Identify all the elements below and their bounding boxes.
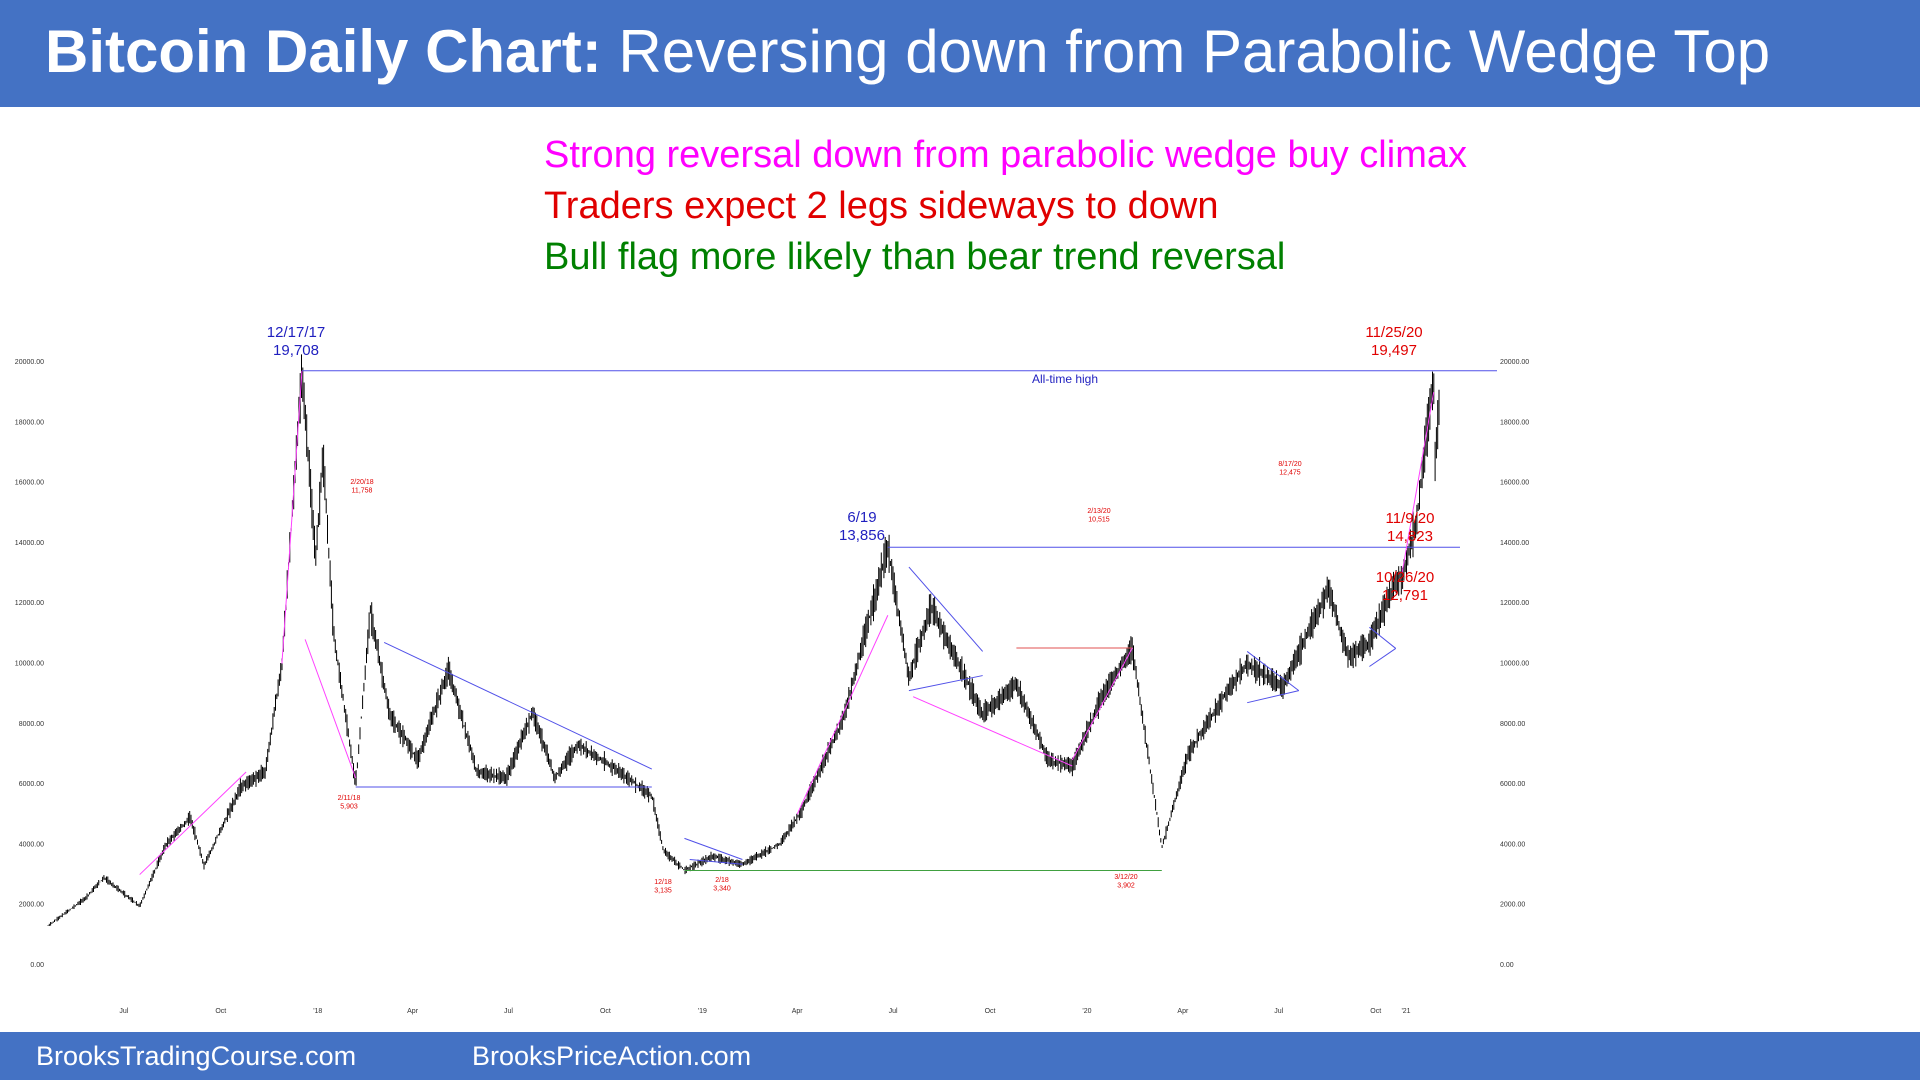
annotation-label: 2/11/18 (338, 795, 361, 802)
annotation-label: 8/17/20 (1278, 461, 1301, 468)
x-tick-label: Jul (119, 1008, 128, 1015)
y-tick-label-right: 18000.00 (1500, 419, 1529, 426)
annotation-value: 10,515 (1088, 516, 1110, 523)
magenta-spike-line (281, 370, 303, 664)
magenta-rally-2020 (1071, 647, 1133, 761)
y-tick-label-right: 6000.00 (1500, 781, 1525, 788)
note-line-2: Traders expect 2 legs sideways to down (544, 185, 1219, 227)
x-tick-label: '18 (313, 1008, 322, 1015)
y-tick-label-right: 16000.00 (1500, 480, 1529, 487)
footer-link-brooks-trading-course[interactable]: BrooksTradingCourse.com (36, 1041, 357, 1071)
y-tick-label-left: 20000.00 (15, 359, 44, 366)
x-tick-label: '19 (698, 1008, 707, 1015)
y-tick-label-left: 12000.00 (15, 600, 44, 607)
title-banner: Bitcoin Daily Chart: Reversing down from… (0, 0, 1920, 107)
y-tick-label-left: 14000.00 (15, 540, 44, 547)
magenta-wedge-2020 (1401, 392, 1435, 574)
flag-lower-2020 (1247, 690, 1299, 704)
title-rest: Reversing down from Parabolic Wedge Top (618, 18, 1771, 85)
annotation-label: 2/18 (715, 877, 729, 884)
x-tick-label: Apr (792, 1008, 804, 1015)
bear-trendline-2018 (383, 641, 653, 770)
y-tick-label-right: 12000.00 (1500, 600, 1529, 607)
annotation-label: 6/19 (847, 509, 876, 526)
x-tick-label: Oct (600, 1008, 611, 1015)
annotation-value: 13,856 (839, 527, 885, 544)
x-tick-label: Jul (504, 1008, 513, 1015)
annotation-label: 12/17/17 (267, 324, 325, 341)
magenta-line-2017 (139, 771, 247, 875)
x-tick-label: Jul (889, 1008, 898, 1015)
flag-upper-sep2020 (1369, 626, 1397, 649)
annotation-value: 3,135 (654, 887, 672, 894)
x-tick-label: Oct (215, 1008, 226, 1015)
magenta-drop-line (304, 639, 357, 779)
note-line-1: Strong reversal down from parabolic wedg… (544, 134, 1467, 176)
x-tick-label: Jul (1274, 1008, 1283, 1015)
slide-title: Bitcoin Daily Chart: Reversing down from… (45, 16, 1770, 88)
title-bold: Bitcoin Daily Chart: (45, 18, 602, 85)
y-tick-label-left: 18000.00 (15, 419, 44, 426)
y-tick-label-left: 8000.00 (19, 721, 44, 728)
all-time-high-label: All-time high (1032, 372, 1098, 386)
footer-link-brooks-price-action[interactable]: BrooksPriceAction.com (472, 1041, 752, 1071)
annotation-label: 2/13/20 (1087, 508, 1110, 515)
annotation-value: 3,340 (713, 885, 731, 892)
y-tick-label-left: 10000.00 (15, 661, 44, 668)
magenta-rally-2019 (796, 615, 889, 815)
x-tick-label: Oct (1370, 1008, 1381, 1015)
annotation-value: 19,497 (1371, 342, 1417, 359)
y-tick-label-right: 0.00 (1500, 962, 1514, 969)
annotation-value: 12,791 (1382, 587, 1428, 604)
x-tick-label: '21 (1401, 1008, 1410, 1015)
y-tick-label-right: 20000.00 (1500, 359, 1529, 366)
note-line-3: Bull flag more likely than bear trend re… (544, 236, 1286, 278)
magenta-channel-2019 (912, 696, 1073, 767)
y-tick-label-left: 16000.00 (15, 480, 44, 487)
annotation-value: 12,475 (1279, 469, 1301, 476)
annotation-label: 11/25/20 (1365, 324, 1422, 341)
annotation-label: 3/12/20 (1114, 874, 1137, 881)
y-tick-label-right: 14000.00 (1500, 540, 1529, 547)
flag-upper-2020 (1246, 651, 1300, 692)
y-tick-label-right: 8000.00 (1500, 721, 1525, 728)
bitcoin-daily-chart: 20000.00 20000.00 18000.00 18000.00 16000.00… (15, 324, 1530, 1015)
commentary-notes: Strong reversal down from parabolic wedg… (544, 130, 1467, 283)
x-tick-label: Apr (1177, 1008, 1189, 1015)
annotation-label: 2/20/18 (350, 479, 373, 486)
y-tick-label-right: 2000.00 (1500, 902, 1525, 909)
y-tick-label-left: 2000.00 (19, 902, 44, 909)
footer-banner: BrooksTradingCourse.com BrooksPriceActio… (0, 1032, 1920, 1080)
annotation-value: 3,902 (1117, 882, 1135, 889)
annotation-value: 14,823 (1387, 528, 1433, 545)
annotation-label: 11/9/20 (1386, 510, 1435, 527)
wedge-2019-lower (689, 858, 743, 865)
annotation-label: 12/18 (654, 879, 672, 886)
y-tick-label-right: 10000.00 (1500, 661, 1529, 668)
flag-upper-2019 (908, 566, 984, 652)
y-tick-label-right: 4000.00 (1500, 841, 1525, 848)
annotation-value: 11,758 (352, 487, 373, 494)
x-tick-label: Apr (407, 1008, 419, 1015)
annotation-label: 10/26/20 (1376, 569, 1434, 586)
y-tick-label-left: 0.00 (30, 962, 44, 969)
y-tick-label-left: 6000.00 (19, 781, 44, 788)
flag-lower-sep2020 (1369, 648, 1397, 667)
annotation-value: 19,708 (273, 342, 319, 359)
x-tick-label: Oct (985, 1008, 996, 1015)
flag-lower-2019 (908, 675, 983, 692)
wedge-2019-upper (684, 837, 743, 860)
x-tick-label: '20 (1082, 1008, 1091, 1015)
y-tick-label-left: 4000.00 (19, 841, 44, 848)
annotation-value: 5,903 (340, 803, 358, 810)
